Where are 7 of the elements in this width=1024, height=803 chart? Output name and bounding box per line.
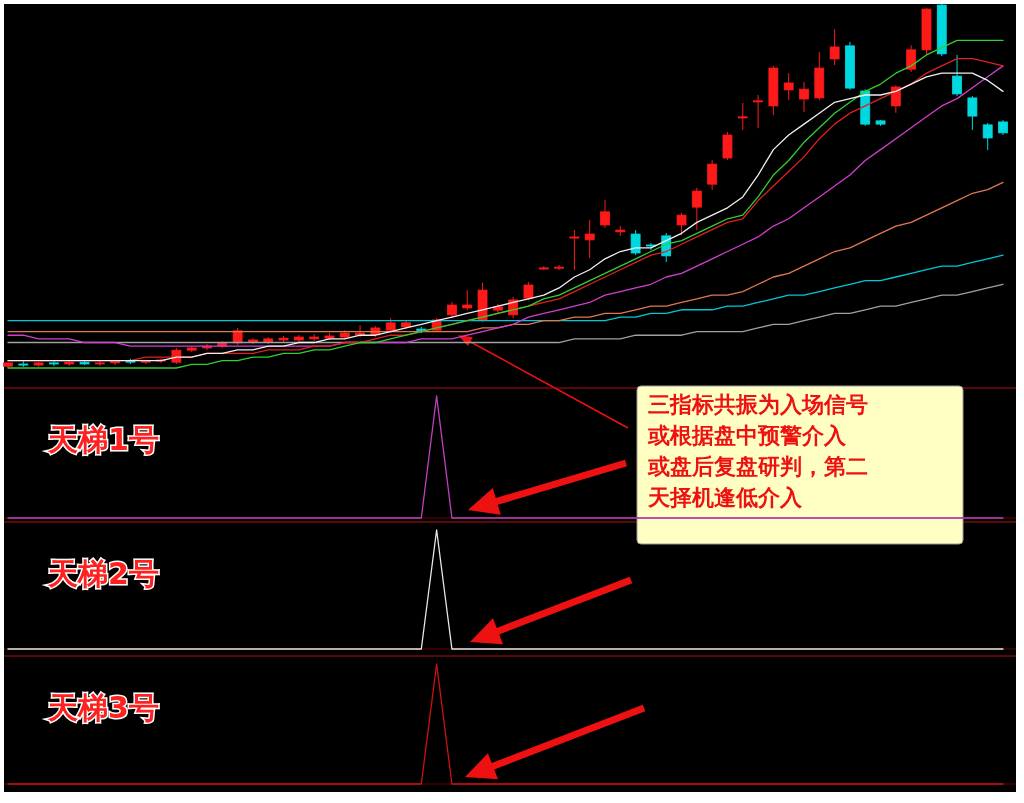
annotation: 或根据盘中预警介入 — [647, 423, 847, 448]
text: 天梯1号 — [47, 422, 159, 457]
annotation: 天择机逢低介入 — [647, 485, 803, 510]
annotation: 或盘后复盘研判，第二 — [647, 454, 868, 479]
text: 天梯2号 — [47, 556, 159, 591]
annotation: 三指标共振为入场信号 — [648, 392, 868, 417]
text: 天梯3号 — [47, 690, 159, 725]
